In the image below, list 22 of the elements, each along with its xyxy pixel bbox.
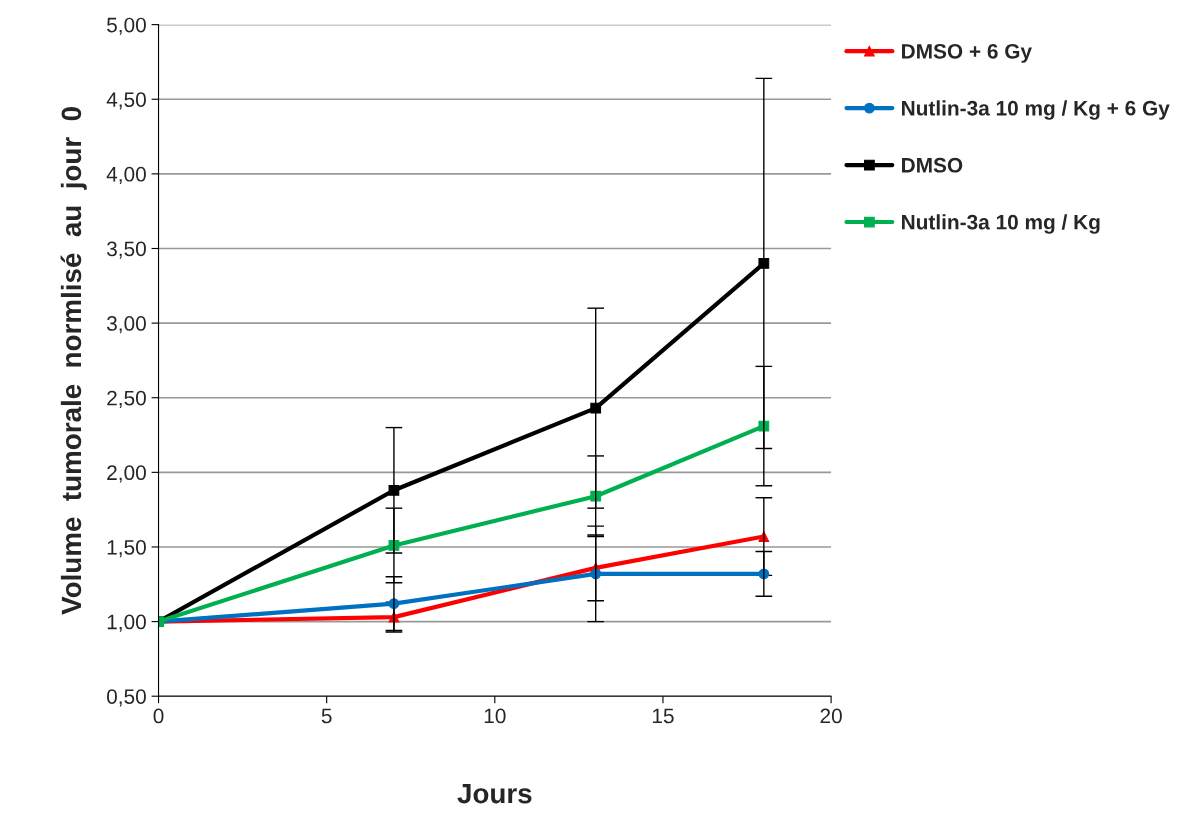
legend-label: Nutlin-3a 10 mg / Kg xyxy=(902,214,1100,234)
x-tick-label: 20 xyxy=(820,708,842,724)
x-axis-title: Jours xyxy=(457,784,532,804)
y-tick-label: 4,50 xyxy=(106,92,146,110)
legend-label: DMSO + 6 Gy xyxy=(902,43,1032,63)
y-tick-label: 1,50 xyxy=(107,539,146,558)
y-axis-title: Volume tumorale normlisé au jour 0 xyxy=(60,107,87,615)
y-tick-label: 3,50 xyxy=(106,241,146,259)
legend-label: Nutlin-3a 10 mg / Kg + 6 Gy xyxy=(902,100,1170,120)
y-tick-label: 2,00 xyxy=(107,465,146,483)
y-tick-label: 2,50 xyxy=(107,390,146,408)
x-tick-label: 0 xyxy=(153,708,164,724)
point xyxy=(590,402,602,414)
y-tick-label: 4,00 xyxy=(106,166,146,185)
y-tick-label: 5,00 xyxy=(107,17,146,35)
y-tick-label: 0,50 xyxy=(107,689,146,707)
legend-label: DMSO xyxy=(902,157,963,173)
y-tick-label: 1,00 xyxy=(107,614,146,632)
x-tick-label: 5 xyxy=(321,708,332,724)
x-tick-label: 15 xyxy=(652,708,674,724)
y-tick-label: 3,00 xyxy=(106,316,146,334)
x-tick-label: 10 xyxy=(484,708,506,724)
